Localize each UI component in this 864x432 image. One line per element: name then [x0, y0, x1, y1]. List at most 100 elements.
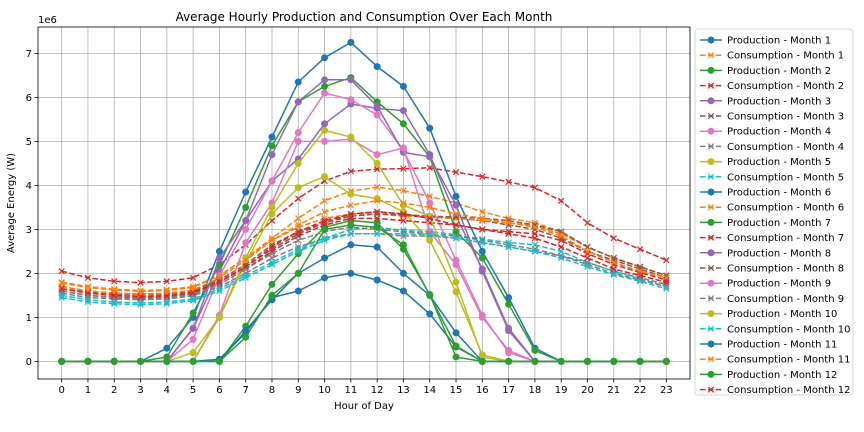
consumption-point [426, 215, 433, 222]
production-point [268, 203, 276, 211]
y-tick-label: 7 [26, 49, 32, 60]
production-point [268, 151, 276, 159]
consumption-point [242, 263, 249, 271]
y-tick-label: 4 [26, 181, 32, 192]
consumption-point [707, 325, 715, 333]
consumption-point [268, 259, 276, 266]
x-tick-label: 22 [634, 385, 647, 396]
consumption-point [505, 219, 512, 227]
production-line [61, 224, 667, 363]
consumption-point [584, 248, 591, 255]
consumption-point [347, 230, 355, 238]
production-point [373, 111, 381, 119]
production-point [189, 309, 197, 317]
production-point [242, 225, 250, 233]
consumption-point [189, 274, 197, 282]
consumption-line [61, 233, 667, 306]
production-point [707, 279, 715, 287]
consumption-point [636, 245, 644, 253]
production-point [707, 66, 715, 74]
x-tick-label: 9 [295, 385, 301, 396]
production-point [636, 357, 644, 365]
x-axis-ticks: 0 1 2 3 4 5 6 7 8 9 10 11 12 13 14 15 16 17 18 19 20 21 22 23 [58, 379, 673, 396]
x-tick-label: 3 [137, 385, 143, 396]
consumption-point [707, 82, 715, 89]
consumption-point [426, 231, 433, 238]
production-point [399, 144, 407, 152]
legend-item: Consumption - Month 3 [700, 112, 844, 123]
legend-item: Consumption - Month 6 [700, 203, 844, 214]
production-point [294, 159, 302, 167]
series-23 [58, 221, 670, 365]
y-tick-label: 3 [26, 225, 32, 236]
x-tick-label: 17 [502, 385, 515, 396]
production-point [399, 120, 407, 128]
legend: Production - Month 1 Consumption - Month … [694, 28, 854, 396]
x-axis-label: Hour of Day [334, 401, 394, 412]
consumption-point [610, 259, 617, 266]
production-point [347, 269, 355, 277]
consumption-point [242, 274, 249, 282]
consumption-point [58, 285, 65, 293]
production-point [321, 254, 329, 262]
production-point [707, 158, 715, 166]
consumption-point [557, 254, 565, 262]
plot-frame [37, 26, 691, 380]
production-point [452, 261, 460, 269]
production-point [84, 357, 92, 365]
consumption-point [707, 295, 715, 302]
legend-label: Consumption - Month 2 [727, 81, 844, 92]
legend-item: Production - Month 9 [700, 279, 831, 290]
series-layer [58, 38, 670, 365]
production-point [321, 89, 329, 97]
consumption-point [426, 230, 433, 238]
legend-item: Consumption - Month 1 [700, 51, 844, 62]
x-tick-label: 8 [269, 385, 275, 396]
legend-label: Production - Month 5 [727, 157, 831, 168]
consumption-point [479, 239, 486, 246]
production-point [294, 287, 302, 295]
consumption-point [216, 287, 223, 295]
legend-label: Consumption - Month 12 [727, 385, 850, 396]
consumption-point [426, 164, 433, 172]
production-point [242, 188, 250, 196]
production-point [294, 269, 302, 277]
production-point [242, 239, 250, 247]
production-point [373, 243, 381, 251]
consumption-point [400, 210, 407, 218]
consumption-point [295, 215, 302, 222]
production-point [215, 254, 223, 262]
production-point [583, 357, 591, 365]
production-point [242, 217, 250, 225]
series-20 [58, 230, 670, 308]
consumption-point [531, 248, 539, 255]
production-point [347, 190, 355, 198]
consumption-point [531, 234, 539, 242]
production-point [347, 38, 355, 46]
legend-item: Production - Month 5 [700, 157, 831, 168]
production-point [452, 329, 460, 337]
consumption-point [163, 292, 171, 300]
consumption-point [295, 228, 302, 235]
consumption-point [347, 201, 355, 209]
production-point [707, 97, 715, 105]
consumption-point [707, 112, 715, 120]
consumption-point [531, 245, 539, 253]
consumption-point [707, 51, 715, 59]
consumption-point [137, 301, 144, 308]
x-tick-label: 19 [555, 385, 568, 396]
production-point [110, 357, 118, 365]
legend-label: Production - Month 11 [727, 340, 837, 351]
production-point [707, 127, 715, 135]
legend-label: Production - Month 7 [727, 218, 831, 229]
legend-label: Consumption - Month 3 [727, 112, 844, 123]
legend-label: Production - Month 9 [727, 279, 831, 290]
consumption-point [610, 265, 617, 273]
consumption-point [189, 289, 197, 296]
production-point [189, 349, 197, 357]
consumption-point [505, 230, 512, 238]
production-point [373, 223, 381, 231]
consumption-point [373, 230, 381, 238]
consumption-point [373, 208, 381, 216]
y-tick-label: 6 [26, 93, 32, 104]
